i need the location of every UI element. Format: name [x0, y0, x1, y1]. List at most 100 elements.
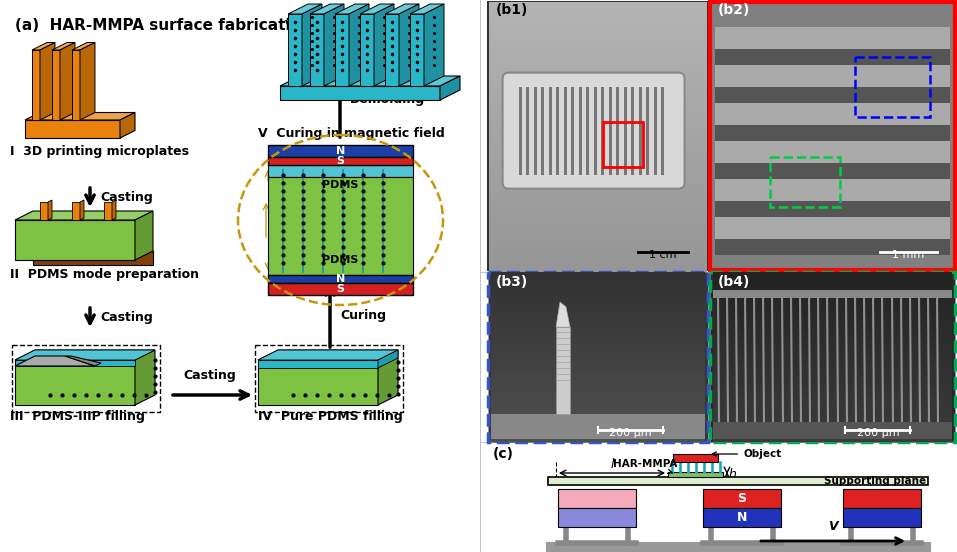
Polygon shape — [40, 202, 48, 220]
Bar — [489, 152, 707, 155]
Bar — [489, 14, 707, 17]
Text: N: N — [336, 274, 345, 284]
Bar — [715, 141, 950, 163]
Bar — [713, 382, 952, 384]
Bar — [489, 266, 707, 269]
Bar — [489, 92, 707, 95]
Bar — [491, 362, 705, 364]
Polygon shape — [15, 356, 95, 366]
Polygon shape — [65, 356, 101, 366]
Bar — [489, 233, 707, 236]
Bar — [491, 376, 705, 378]
Bar — [661, 87, 664, 174]
Bar — [713, 368, 952, 370]
Bar — [489, 77, 707, 80]
Bar — [558, 508, 636, 527]
Bar — [489, 245, 707, 248]
Bar — [713, 312, 952, 314]
Polygon shape — [104, 202, 112, 220]
Polygon shape — [385, 14, 399, 86]
Polygon shape — [52, 43, 75, 50]
Bar — [489, 122, 707, 125]
Bar — [489, 5, 707, 8]
Text: PDMS: PDMS — [323, 180, 359, 190]
Bar — [489, 104, 707, 107]
Bar — [713, 426, 952, 428]
Bar — [715, 217, 950, 239]
Bar — [843, 508, 921, 527]
Bar — [491, 390, 705, 392]
Text: HAR-MMPA: HAR-MMPA — [613, 459, 678, 474]
Bar — [713, 412, 952, 414]
Bar — [713, 360, 952, 362]
Bar — [713, 430, 952, 432]
Bar — [491, 278, 705, 280]
Bar — [489, 203, 707, 206]
Bar — [489, 2, 707, 5]
Bar — [491, 384, 705, 386]
Bar — [491, 374, 705, 376]
Bar — [491, 276, 705, 278]
Bar — [713, 370, 952, 372]
Polygon shape — [280, 76, 460, 86]
Polygon shape — [135, 211, 153, 260]
Bar — [556, 87, 559, 174]
Bar — [713, 358, 952, 360]
Bar — [491, 428, 705, 430]
Bar — [491, 346, 705, 348]
Bar — [491, 298, 705, 300]
Bar — [713, 438, 952, 440]
Bar — [491, 372, 705, 374]
Bar — [491, 350, 705, 352]
Bar — [713, 398, 952, 400]
Polygon shape — [324, 4, 344, 86]
Bar — [715, 201, 950, 217]
Bar — [491, 286, 705, 288]
Polygon shape — [310, 4, 344, 14]
Bar — [491, 356, 705, 358]
Bar — [713, 300, 952, 302]
Bar — [491, 380, 705, 382]
Bar — [713, 424, 952, 426]
Bar — [491, 312, 705, 314]
Bar — [491, 416, 705, 418]
Bar — [579, 87, 582, 174]
Bar — [489, 26, 707, 29]
Bar — [713, 288, 952, 290]
Bar — [713, 346, 952, 348]
Bar — [489, 263, 707, 266]
Bar — [489, 59, 707, 62]
Bar — [489, 8, 707, 11]
Text: S: S — [337, 156, 345, 166]
Bar — [713, 396, 952, 398]
Bar — [491, 280, 705, 282]
Bar — [491, 364, 705, 366]
Bar — [713, 374, 952, 376]
Bar — [491, 294, 705, 296]
Bar — [713, 380, 952, 382]
Polygon shape — [80, 43, 95, 120]
Bar — [491, 304, 705, 306]
Polygon shape — [60, 43, 75, 120]
Bar — [646, 87, 649, 174]
Bar — [715, 87, 950, 103]
Text: l: l — [611, 458, 613, 471]
Bar — [491, 410, 705, 412]
Bar — [489, 89, 707, 92]
Text: II  PDMS mode preparation: II PDMS mode preparation — [10, 268, 199, 281]
Bar — [489, 212, 707, 215]
Bar — [491, 338, 705, 340]
Bar — [713, 314, 952, 316]
Text: 1 mm: 1 mm — [892, 250, 924, 260]
Bar — [489, 80, 707, 83]
Bar — [491, 406, 705, 408]
Bar — [491, 296, 705, 298]
Bar — [713, 272, 952, 274]
Bar — [713, 340, 952, 342]
Bar — [713, 296, 952, 298]
Polygon shape — [15, 220, 135, 260]
Bar — [491, 314, 705, 316]
Bar — [255, 345, 403, 412]
Bar — [489, 134, 707, 137]
Bar — [12, 345, 160, 412]
